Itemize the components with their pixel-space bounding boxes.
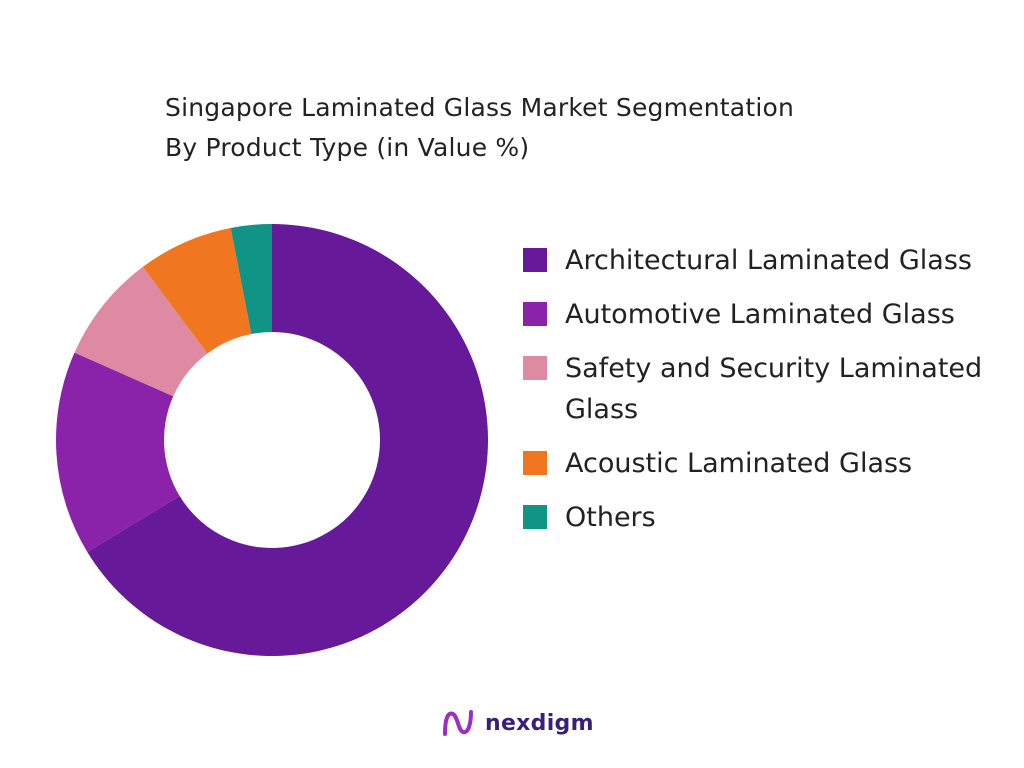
donut-slice-safety xyxy=(74,266,208,397)
legend-label-safety: Safety and Security Laminated Glass xyxy=(565,353,983,425)
legend-item-automotive: Automotive Laminated Glass xyxy=(523,294,1013,335)
nexdigm-logo-icon xyxy=(443,710,473,736)
donut-slice-acoustic xyxy=(142,227,252,354)
donut-slices xyxy=(56,224,489,656)
legend-swatch-automotive xyxy=(523,302,547,326)
donut-chart xyxy=(56,224,489,656)
legend-label-others: Others xyxy=(565,502,656,533)
legend-label-architectural: Architectural Laminated Glass xyxy=(565,245,972,276)
donut-slice-others xyxy=(230,224,272,334)
legend-swatch-others xyxy=(523,505,547,529)
chart-title-line-2: By Product Type (in Value %) xyxy=(165,133,530,162)
nexdigm-logo: nexdigm xyxy=(441,706,594,740)
legend-item-architectural: Architectural Laminated Glass xyxy=(523,240,1013,281)
chart-legend: Architectural Laminated Glass Automotive… xyxy=(523,240,1013,551)
legend-label-automotive: Automotive Laminated Glass xyxy=(565,299,955,330)
donut-slice-automotive xyxy=(56,352,180,552)
chart-title: Singapore Laminated Glass Market Segment… xyxy=(165,88,794,168)
donut-slice-architectural xyxy=(87,224,489,656)
legend-swatch-acoustic xyxy=(523,451,547,475)
legend-item-others: Others xyxy=(523,497,1013,538)
chart-title-line-1: Singapore Laminated Glass Market Segment… xyxy=(165,93,795,122)
legend-swatch-architectural xyxy=(523,248,547,272)
legend-item-acoustic: Acoustic Laminated Glass xyxy=(523,443,1013,484)
nexdigm-logo-text: nexdigm xyxy=(485,710,594,736)
legend-item-safety: Safety and Security Laminated Glass xyxy=(523,348,1013,430)
legend-label-acoustic: Acoustic Laminated Glass xyxy=(565,448,913,479)
legend-swatch-safety xyxy=(523,356,547,380)
